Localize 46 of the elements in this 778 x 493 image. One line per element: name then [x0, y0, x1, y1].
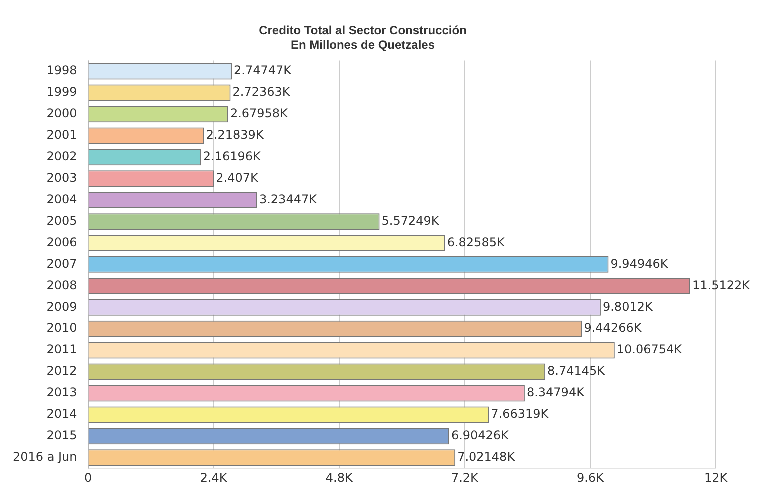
data-label: 6.90426K [451, 428, 510, 443]
x-tick-label: 0 [84, 470, 92, 485]
y-tick-label: 2000 [46, 106, 78, 121]
data-label: 8.74145K [548, 364, 606, 378]
data-label: 2.67958K [230, 106, 290, 121]
y-tick-label: 2008 [46, 278, 78, 292]
y-tick-label: 2007 [46, 256, 78, 271]
data-label: 2.16196K [203, 150, 262, 164]
data-label: 2.407K [216, 170, 260, 185]
y-tick-label: 2002 [46, 150, 78, 164]
x-tick-label: 9.6K [576, 470, 606, 485]
y-tick-label: 2011 [46, 342, 78, 357]
y-tick-label: 2005 [46, 214, 78, 228]
y-tick-label: 1999 [46, 85, 78, 100]
data-label: 10.06754K [616, 342, 684, 357]
y-tick-label: 2013 [46, 386, 78, 400]
x-tick-label: 12K [704, 470, 729, 485]
y-tick-label: 2003 [46, 170, 78, 185]
data-label: 2.21839K [206, 128, 265, 142]
data-label: 9.94946K [610, 256, 670, 271]
y-tick-label: 2012 [46, 364, 78, 378]
y-tick-label: 2001 [46, 128, 78, 142]
data-label: 9.8012K [602, 300, 654, 314]
data-label: 6.82585K [447, 235, 506, 250]
y-tick-label: 2004 [46, 192, 78, 206]
x-tick-label: 2.4K [200, 470, 228, 485]
text: Credito Total al Sector Construcción [259, 24, 467, 38]
data-label: 11.5122K [692, 278, 752, 292]
y-tick-label: 2015 [46, 428, 78, 443]
data-label: 9.44266K [584, 321, 643, 336]
y-tick-label: 2009 [46, 300, 78, 314]
data-label: 2.72363K [232, 85, 292, 100]
data-label: 5.57249K [382, 214, 440, 228]
y-tick-label: 1998 [46, 64, 78, 78]
data-label: 2.74747K [234, 64, 293, 78]
text: En Millones de Quetzales [290, 38, 436, 52]
y-tick-label: 2016 a Jun [12, 450, 78, 464]
data-label: 7.66319K [491, 407, 550, 422]
x-tick-label: 4.8K [326, 470, 354, 485]
y-tick-label: 2014 [46, 407, 78, 422]
y-tick-label: 2010 [46, 321, 78, 336]
x-tick-label: 7.2K [451, 470, 480, 485]
data-label: 7.02148K [458, 450, 516, 464]
data-label: 8.34794K [526, 386, 586, 400]
y-tick-label: 2006 [46, 235, 78, 250]
data-label: 3.23447K [259, 192, 318, 206]
